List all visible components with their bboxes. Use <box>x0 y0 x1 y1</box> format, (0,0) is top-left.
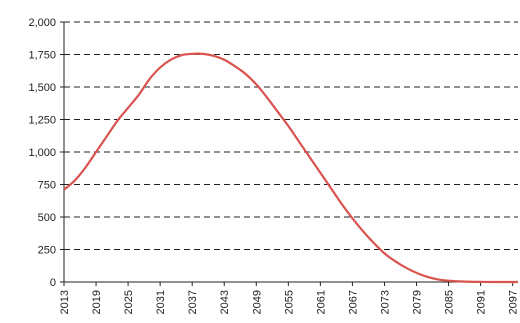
x-tick-label: 2079 <box>412 290 424 314</box>
series-line <box>63 52 518 284</box>
grid-lines <box>64 21 518 250</box>
x-tick-label: 2043 <box>219 290 231 314</box>
y-tick-label: 0 <box>50 277 56 289</box>
x-tick-label: 2073 <box>379 290 391 314</box>
x-tick-label: 2055 <box>283 290 295 314</box>
x-tick-label: 2025 <box>123 290 135 314</box>
y-tick-label: 1,000 <box>28 147 56 159</box>
x-tick-label: 2061 <box>315 290 327 314</box>
x-tick-label: 2091 <box>476 290 488 314</box>
y-tick-labels: 0 250 500 750 1,000 1,250 1,500 1,750 2,000 <box>28 17 64 289</box>
x-tick-label: 2037 <box>187 290 199 314</box>
x-tick-label: 2049 <box>251 290 263 314</box>
series-group <box>63 52 518 284</box>
y-tick-label: 750 <box>38 180 56 192</box>
x-tick-label: 2067 <box>347 290 359 314</box>
x-tick-label: 2085 <box>444 290 456 314</box>
x-tick-label: 2097 <box>508 290 520 314</box>
x-tick-labels: 2013 2019 2025 2031 2037 2043 2049 2055 2061 2067… <box>59 282 520 314</box>
x-tick-label: 2013 <box>59 290 71 314</box>
y-tick-label: 250 <box>38 245 56 257</box>
y-tick-label: 1,500 <box>28 82 56 94</box>
y-tick-label: 2,000 <box>28 17 56 29</box>
y-tick-label: 500 <box>38 212 56 224</box>
x-tick-label: 2031 <box>155 290 167 314</box>
y-tick-label: 1,750 <box>28 50 56 62</box>
y-tick-label: 1,250 <box>28 115 56 127</box>
x-tick-label: 2019 <box>91 290 103 314</box>
